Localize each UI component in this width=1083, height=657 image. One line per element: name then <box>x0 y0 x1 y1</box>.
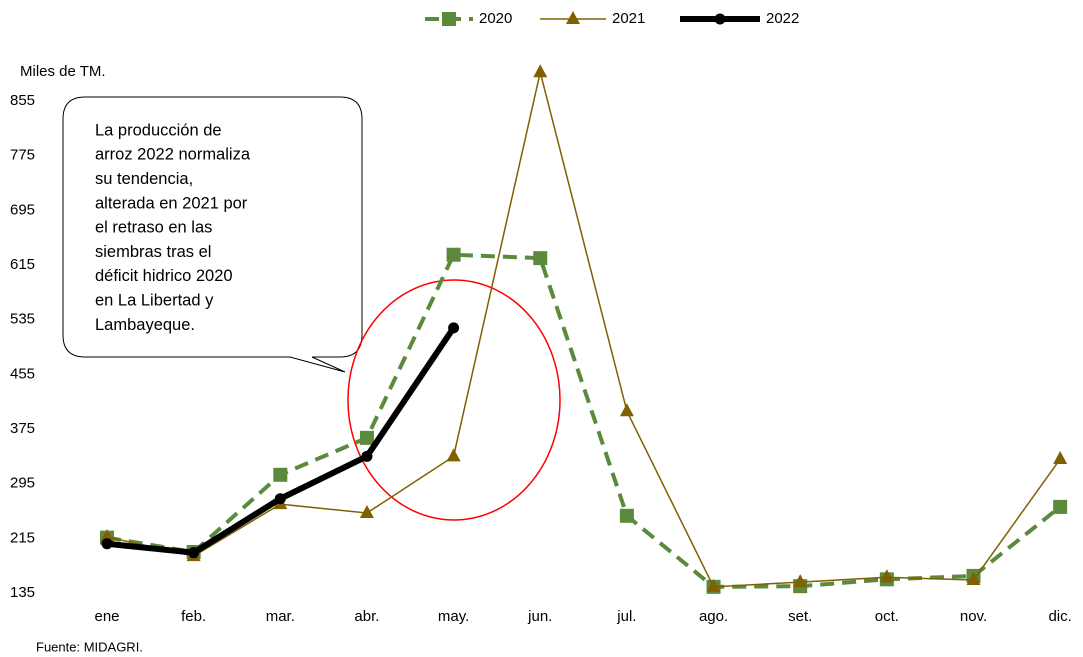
annotation-line: el retraso en las <box>95 219 212 237</box>
data-point <box>446 247 461 262</box>
legend-label: 2022 <box>766 10 799 27</box>
data-point <box>101 538 113 550</box>
series-line <box>106 71 1061 588</box>
x-tick-label: oct. <box>875 608 899 625</box>
data-point <box>879 569 894 583</box>
data-point <box>793 574 808 588</box>
annotation-line: Lambayeque. <box>95 316 195 334</box>
y-tick-label: 535 <box>10 311 35 328</box>
annotation-line: alterada en 2021 por <box>95 194 248 212</box>
legend-label: 2021 <box>612 10 645 27</box>
data-point <box>446 448 461 462</box>
highlight-ellipse <box>347 279 561 521</box>
callout-bubble <box>62 96 363 373</box>
y-tick-label: 455 <box>10 365 35 382</box>
series-line <box>106 252 1062 589</box>
x-tick-label: feb. <box>181 608 206 625</box>
data-point <box>1053 451 1068 465</box>
data-point <box>361 450 373 462</box>
annotation-line: La producción de <box>95 121 222 139</box>
data-point <box>359 430 374 445</box>
annotation-line: arroz 2022 normaliza <box>95 146 251 164</box>
x-tick-label: ene <box>94 608 119 625</box>
y-tick-label: 215 <box>10 529 35 546</box>
data-point <box>188 547 200 559</box>
y-tick-label: 375 <box>10 420 35 437</box>
data-point <box>448 322 460 334</box>
data-point <box>533 64 548 78</box>
x-tick-label: nov. <box>960 608 987 625</box>
data-point <box>966 572 981 586</box>
annotation-line: déficit hidrico 2020 <box>95 267 233 285</box>
data-point <box>619 403 634 417</box>
x-tick-label: abr. <box>354 608 379 625</box>
annotation-line: su tendencia, <box>95 170 193 188</box>
data-point <box>274 493 286 505</box>
legend-marker <box>714 13 726 25</box>
x-tick-label: may. <box>438 608 469 625</box>
y-tick-label: 695 <box>10 201 35 218</box>
legend-marker <box>442 12 456 26</box>
data-point <box>1053 499 1068 514</box>
x-tick-label: ago. <box>699 608 728 625</box>
x-tick-label: jul. <box>616 608 636 625</box>
y-tick-label: 775 <box>10 147 35 164</box>
annotation-line: siembras tras el <box>95 243 211 261</box>
y-axis-label: Miles de TM. <box>20 63 106 80</box>
y-tick-label: 855 <box>10 92 35 109</box>
data-point <box>619 508 634 523</box>
data-point <box>706 578 721 592</box>
legend-label: 2020 <box>479 10 512 27</box>
x-tick-label: mar. <box>266 608 295 625</box>
y-tick-label: 295 <box>10 475 35 492</box>
data-point <box>100 528 114 542</box>
legend-marker <box>566 11 580 24</box>
source-note: Fuente: MIDAGRI. <box>36 639 143 654</box>
y-tick-label: 135 <box>10 584 35 601</box>
data-point <box>533 251 548 266</box>
x-tick-label: jun. <box>527 608 552 625</box>
annotation-line: en La Libertad y <box>95 291 214 309</box>
x-tick-label: set. <box>788 608 812 625</box>
data-point <box>359 505 374 519</box>
data-point <box>273 467 288 482</box>
x-tick-label: dic. <box>1048 608 1071 625</box>
y-tick-label: 615 <box>10 256 35 273</box>
